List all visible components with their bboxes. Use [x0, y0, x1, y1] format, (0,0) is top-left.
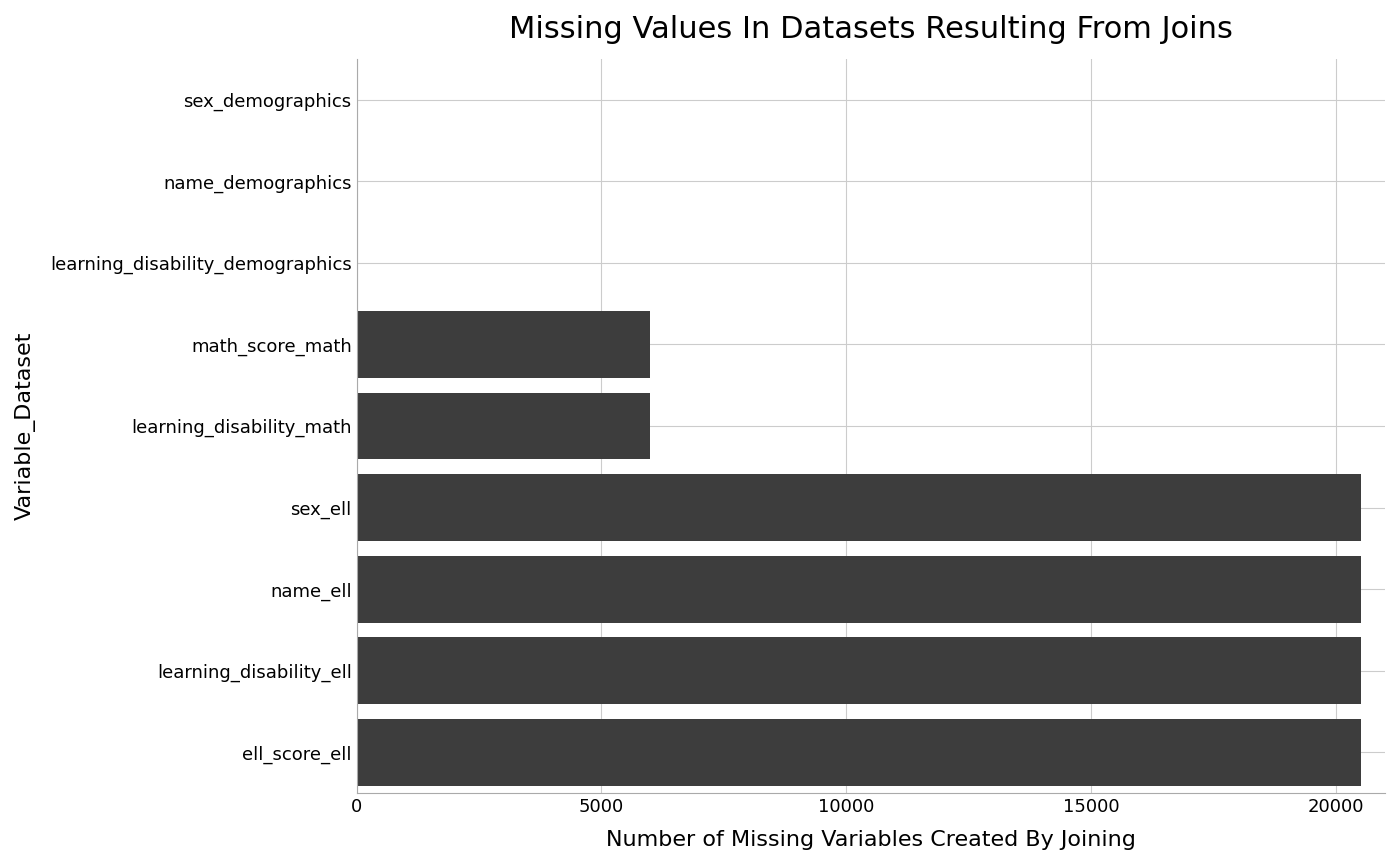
X-axis label: Number of Missing Variables Created By Joining: Number of Missing Variables Created By J…: [606, 830, 1135, 850]
Bar: [357, 638, 1361, 704]
Bar: [357, 311, 651, 378]
Title: Missing Values In Datasets Resulting From Joins: Missing Values In Datasets Resulting Fro…: [508, 15, 1232, 44]
Bar: [357, 393, 651, 459]
Bar: [357, 719, 1361, 786]
Bar: [357, 556, 1361, 623]
Bar: [357, 474, 1361, 541]
Y-axis label: Variable_Dataset: Variable_Dataset: [15, 332, 36, 520]
